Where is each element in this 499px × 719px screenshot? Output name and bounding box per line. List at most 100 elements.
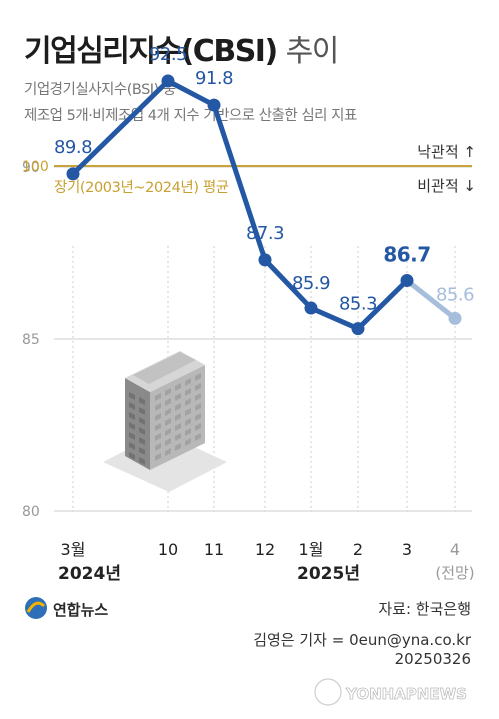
building-window [155, 443, 161, 451]
series-line-forecast [404, 278, 458, 321]
building-window [155, 403, 161, 411]
building-window [185, 398, 191, 406]
building-window [155, 393, 161, 401]
building-window [139, 407, 145, 415]
y-tick-label: 80 [22, 504, 40, 520]
y-tick-label: 85 [22, 332, 40, 348]
reporter-credit: 김영은 기자 = 0eun@yna.co.kr [253, 631, 471, 649]
source-credit: 자료: 한국은행 [378, 600, 471, 618]
building-window [195, 403, 201, 411]
building-window [129, 422, 135, 430]
x-tick-label: 11 [204, 540, 224, 559]
building-window [195, 383, 201, 391]
building-window [175, 393, 181, 401]
building-window [185, 428, 191, 436]
building-window [155, 423, 161, 431]
building-window [165, 408, 171, 416]
data-label: 85.6 [436, 284, 474, 305]
data-point [161, 74, 175, 88]
building-window [175, 403, 181, 411]
building-window [165, 418, 171, 426]
pessimistic-label: 비관적 ↓ [417, 177, 476, 195]
building-window [139, 447, 145, 455]
building-window [129, 432, 135, 440]
data-point [304, 301, 318, 315]
line-chart: 80 85 90 95 100 장기(2003년~2024년) 평균 낙관적 ↑ 비관적 ↓… [22, 0, 476, 584]
building-window [165, 428, 171, 436]
building-window [139, 437, 145, 445]
chart-title-main: 기업심리지수(CBSI) [24, 34, 278, 69]
x-tick-label: 12 [255, 540, 275, 559]
series-lines [70, 78, 458, 332]
building-window [185, 378, 191, 386]
building-window [139, 397, 145, 405]
building-window [155, 433, 161, 441]
building-window [129, 442, 135, 450]
logo-text: 연합뉴스 [53, 601, 108, 619]
data-labels: 89.8 92.5 91.8 87.3 85.9 85.3 86.7 85.6 [54, 44, 475, 315]
building-window [195, 433, 201, 441]
watermark-text: YONHAPNEWS [345, 685, 467, 703]
reference-line-group: 100 장기(2003년~2024년) 평균 낙관적 ↑ 비관적 ↓ [22, 143, 476, 196]
series-points [66, 74, 462, 336]
building-window [195, 413, 201, 421]
publish-date: 20250326 [394, 650, 471, 668]
building-window [175, 443, 181, 451]
building-window [175, 433, 181, 441]
y-tick-label: 95 [22, 0, 40, 4]
building-window [185, 408, 191, 416]
x-tick-label: 3월 [61, 540, 86, 559]
data-label: 85.3 [339, 294, 377, 315]
chart-subtitle-line-1: 기업경기실사지수(BSI) 중 [24, 82, 176, 98]
x-tick-label: 4 [450, 540, 460, 559]
year-label-2024: 2024년 [58, 564, 121, 584]
building-window [165, 438, 171, 446]
building-window [165, 448, 171, 456]
data-label: 87.3 [246, 223, 284, 244]
building-window [129, 392, 135, 400]
data-point [351, 322, 365, 336]
data-point [66, 167, 80, 181]
x-tick-label: 10 [158, 540, 178, 559]
building-window [185, 388, 191, 396]
data-point [448, 311, 462, 325]
building-window [165, 388, 171, 396]
data-label: 86.7 [383, 243, 430, 267]
building-window [195, 423, 201, 431]
data-point [258, 253, 272, 267]
x-axis: 3월 10 11 12 1월 2 3 4 (전망) 2024년 2025년 [58, 540, 475, 584]
building-window [175, 383, 181, 391]
reference-line-label: 장기(2003년~2024년) 평균 [54, 179, 229, 196]
building-window [165, 398, 171, 406]
yonhap-logo-icon: 연합뉴스 [25, 597, 108, 619]
building-window [195, 393, 201, 401]
building-icon [103, 351, 227, 492]
chart-subtitle-line-2: 제조업 5개·비제조업 4개 지수 기반으로 산출한 심리 지표 [24, 108, 357, 124]
data-point [207, 98, 221, 112]
chart-title-sub: 추이 [285, 34, 340, 69]
year-label-2025: 2025년 [297, 564, 360, 584]
building-window [129, 452, 135, 460]
optimistic-label: 낙관적 ↑ [417, 143, 476, 161]
building-window [185, 418, 191, 426]
data-point [400, 274, 414, 288]
building-window [175, 423, 181, 431]
series-line-actual [70, 78, 410, 332]
building-window [129, 412, 135, 420]
chart-title: 기업심리지수(CBSI) 추이 [24, 26, 340, 70]
watermark-logo-icon: YONHAPNEWS [313, 677, 467, 707]
data-label: 92.5 [149, 44, 187, 65]
building-window [175, 413, 181, 421]
building-window [139, 427, 145, 435]
building-window [139, 417, 145, 425]
x-tick-sublabel: (전망) [435, 564, 474, 582]
building-window [185, 438, 191, 446]
building-window [195, 373, 201, 381]
building-window [155, 413, 161, 421]
y-tick-label: 90 [22, 160, 40, 176]
building-window [139, 457, 145, 465]
x-tick-label: 3 [402, 540, 412, 559]
building-window [155, 453, 161, 461]
x-tick-label: 1월 [299, 540, 324, 559]
